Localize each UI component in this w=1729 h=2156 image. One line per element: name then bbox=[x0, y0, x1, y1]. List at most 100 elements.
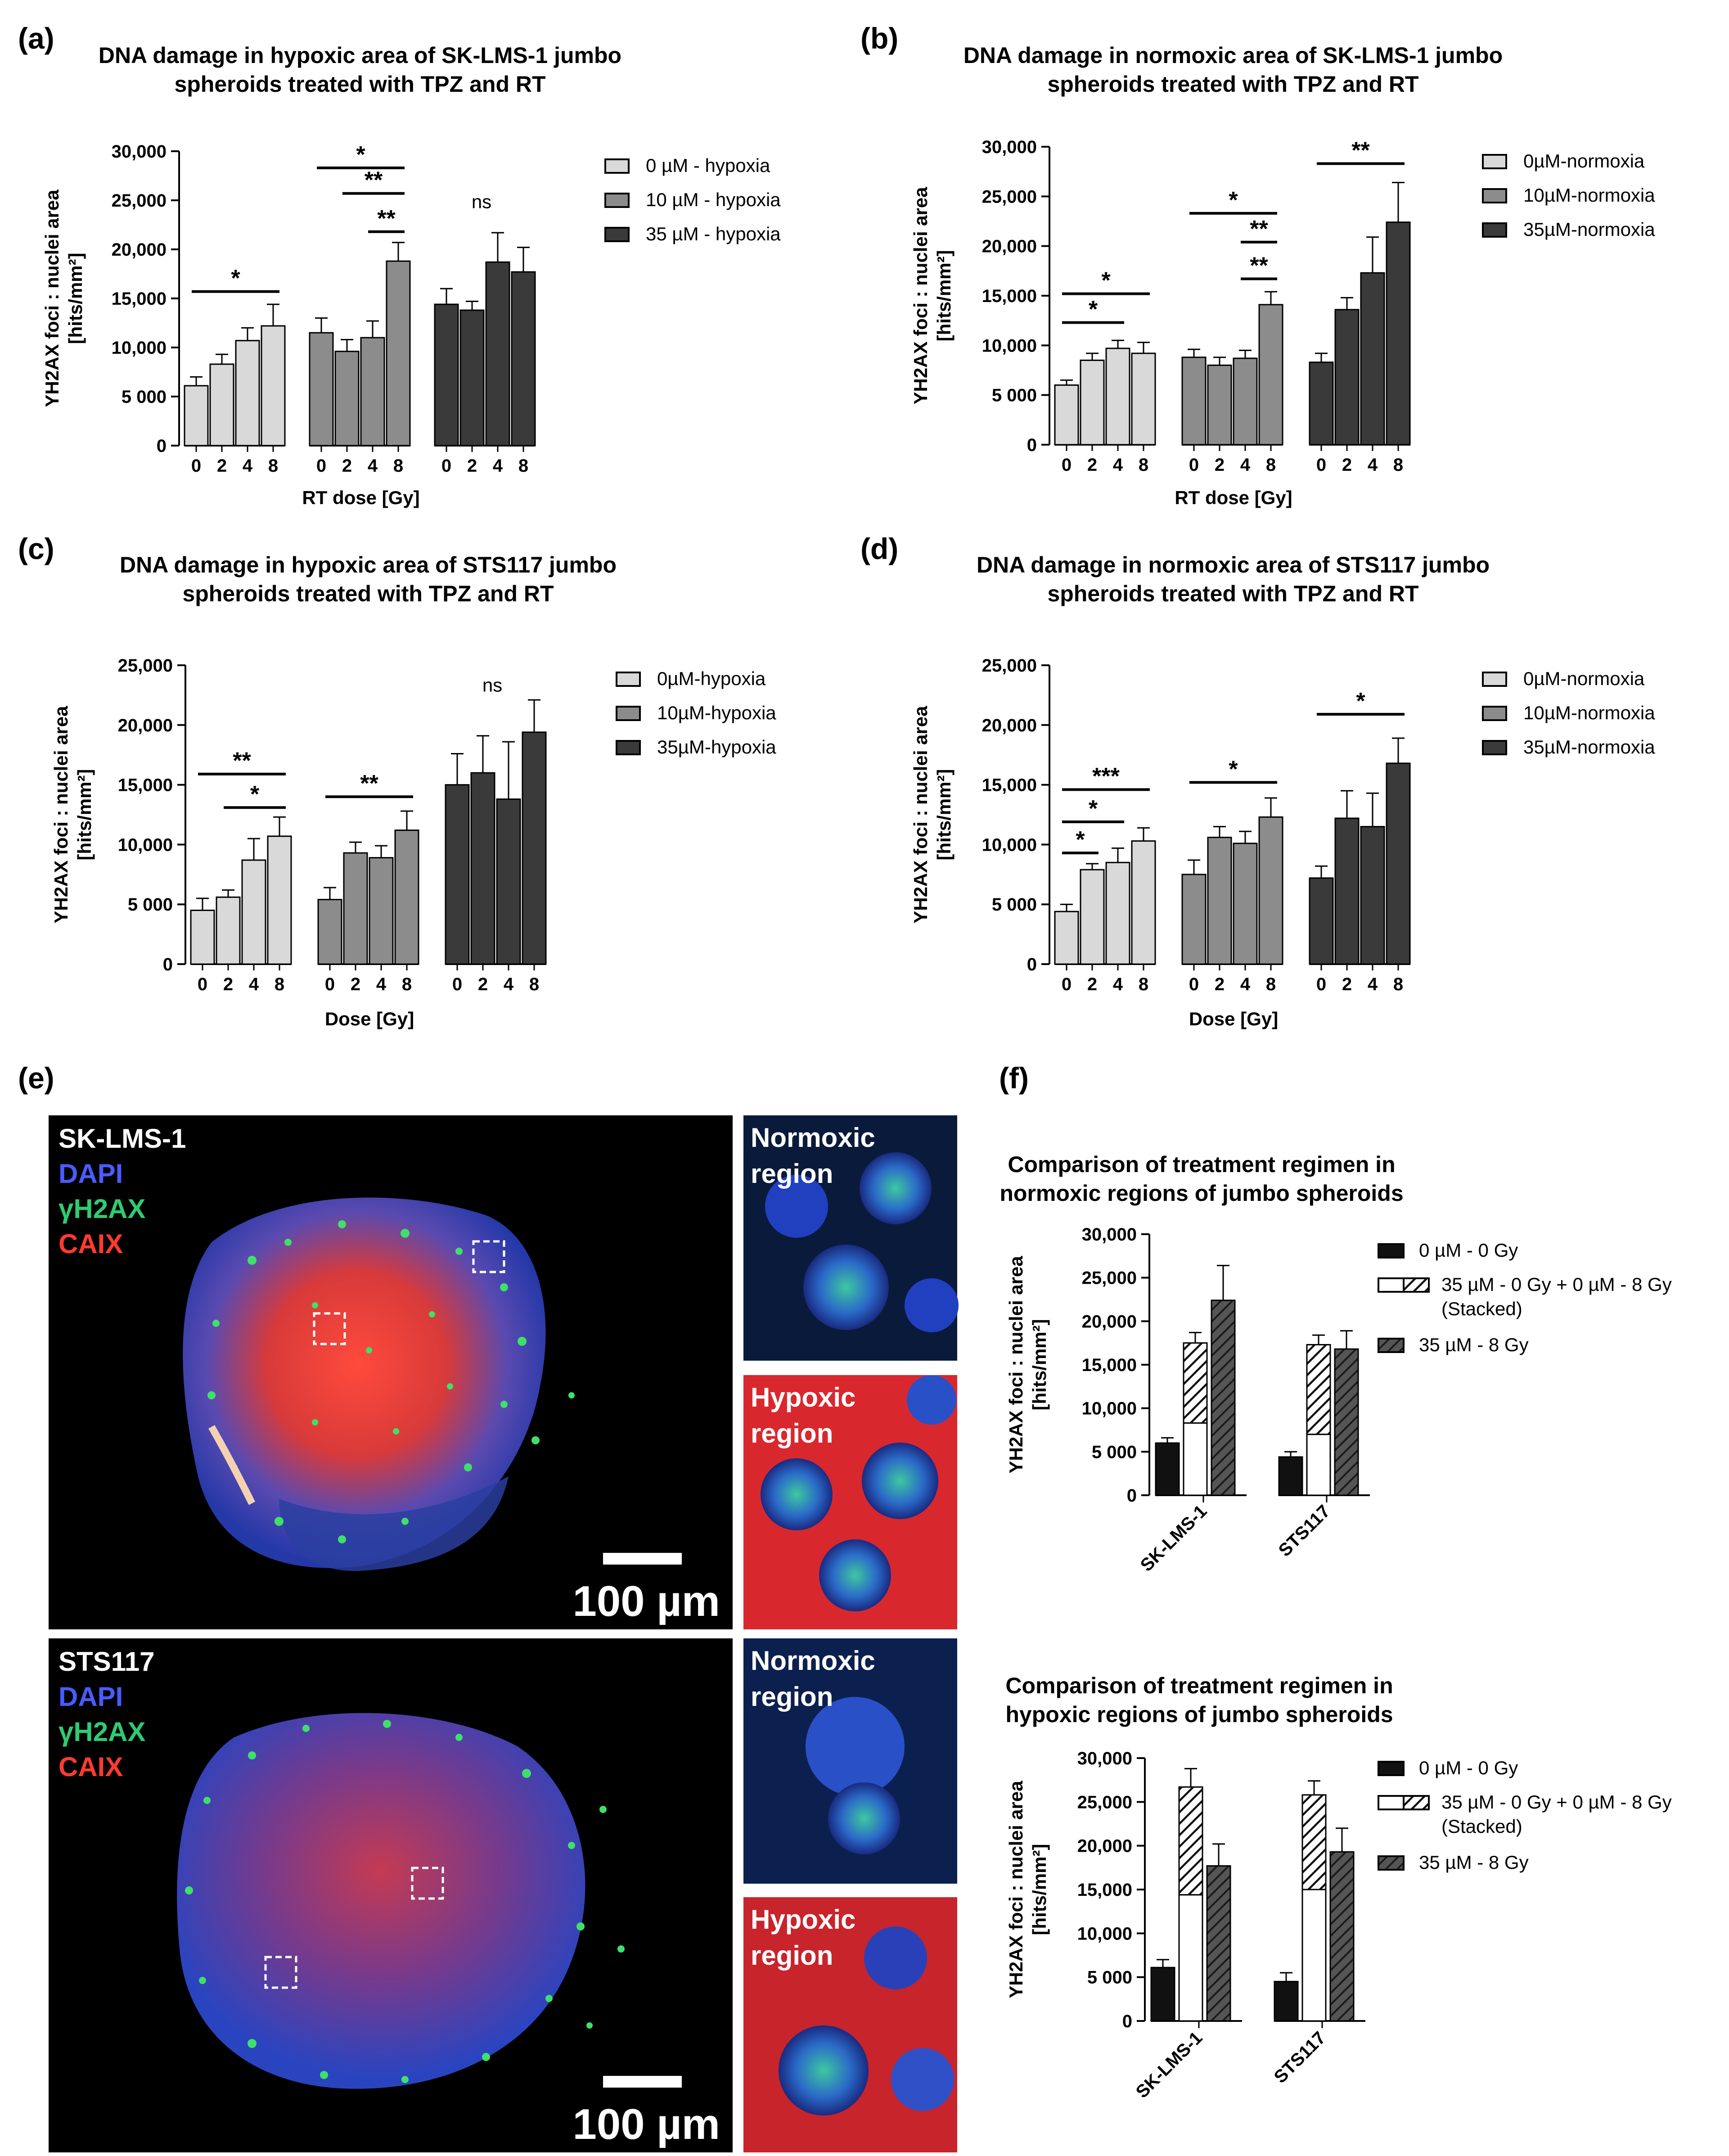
bar bbox=[1105, 347, 1130, 446]
y-axis-label-line: YH2AX foci : nuclei area bbox=[41, 189, 63, 407]
panel-label-e: (e) bbox=[18, 1061, 54, 1095]
x-tick-label: 0 bbox=[1062, 455, 1072, 475]
chart-title: DNA damage in normoxic area of STS117 ju… bbox=[977, 552, 1490, 577]
legend-swatch bbox=[1482, 188, 1507, 203]
y-axis-label-line: [hits/mm²] bbox=[933, 250, 955, 342]
nucleus bbox=[828, 1782, 900, 1854]
legend-swatch bbox=[616, 740, 641, 755]
y-tick-label: 15,000 bbox=[118, 776, 173, 795]
bar bbox=[190, 909, 215, 965]
bar bbox=[470, 772, 495, 965]
significance-label: ** bbox=[360, 771, 378, 797]
legend-label: 0µM-hypoxia bbox=[657, 668, 766, 689]
legend-label: (Stacked) bbox=[1441, 1816, 1522, 1837]
bar-stack-upper bbox=[1183, 1342, 1208, 1424]
x-tick-label: 2 bbox=[1087, 974, 1097, 994]
bar bbox=[1080, 359, 1105, 446]
y-axis-label-line: YH2AX foci : nuclei area bbox=[1005, 1256, 1027, 1474]
x-tick-label: 4 bbox=[1113, 455, 1123, 475]
y-tick-label: 20,000 bbox=[982, 716, 1037, 735]
x-tick-label: 8 bbox=[1139, 974, 1148, 994]
inset-label-line1: Normoxic bbox=[751, 1646, 875, 1676]
stain-dapi-label: DAPI bbox=[59, 1159, 123, 1189]
legend-swatch bbox=[1378, 1761, 1405, 1776]
nucleus bbox=[907, 1375, 956, 1425]
legend-label: 10µM-hypoxia bbox=[657, 702, 776, 723]
panel-label-f: (f) bbox=[999, 1061, 1029, 1095]
y-tick-label: 20,000 bbox=[112, 240, 167, 260]
y-tick-label: 20,000 bbox=[982, 237, 1037, 257]
x-tick-label: 2 bbox=[478, 974, 488, 994]
legend-swatch bbox=[1482, 222, 1507, 238]
y-axis-label: YH2AX foci : nuclei area [hits/mm²] bbox=[1005, 1256, 1050, 1474]
scale-bar bbox=[603, 2076, 682, 2088]
bar bbox=[1181, 874, 1207, 965]
legend-swatch bbox=[604, 158, 630, 174]
spheroid-rim bbox=[279, 1476, 509, 1571]
legend-label: 35 µM - 0 Gy + 0 µM - 8 Gy bbox=[1441, 1791, 1672, 1813]
x-axis-label: RT dose [Gy] bbox=[302, 487, 419, 508]
significance-label: * bbox=[250, 781, 260, 807]
normoxic-region-label-2: region bbox=[751, 1682, 833, 1712]
panel-label-a: (a) bbox=[18, 22, 54, 55]
significance-label: ** bbox=[1250, 216, 1268, 242]
x-tick-label: 2 bbox=[1342, 974, 1352, 994]
legend-label: 35 µM - 8 Gy bbox=[1419, 1852, 1529, 1873]
y-tick-label: 30,000 bbox=[112, 142, 167, 162]
x-tick-label: 0 bbox=[1189, 455, 1199, 475]
bar bbox=[1274, 1980, 1299, 2022]
x-axis-label: Dose [Gy] bbox=[325, 1008, 414, 1029]
x-tick-label: 8 bbox=[518, 456, 528, 476]
y-tick-label: 5 000 bbox=[1092, 1442, 1137, 1462]
scale-bar-label: 100 µm bbox=[572, 1577, 720, 1625]
y-tick-label: 25,000 bbox=[118, 656, 173, 676]
legend-swatch bbox=[1482, 706, 1507, 721]
hypoxic-region-label-2: region bbox=[751, 1418, 833, 1448]
bar bbox=[309, 332, 334, 447]
chart-title: Comparison of treatment regimen in bbox=[1005, 1673, 1393, 1698]
nucleus bbox=[761, 1458, 833, 1530]
bar bbox=[1386, 221, 1411, 446]
chart-title: spheroids treated with TPZ and RT bbox=[182, 581, 554, 606]
x-tick-label: 0 bbox=[1316, 974, 1326, 994]
nucleus bbox=[860, 1152, 932, 1224]
y-tick-label: 25,000 bbox=[982, 187, 1037, 207]
cell-line-label: SK-LMS-1 bbox=[59, 1123, 186, 1154]
y-tick-label: 15,000 bbox=[982, 286, 1037, 306]
bar-stack-lower bbox=[1301, 1889, 1327, 2022]
legend-label: 35µM-normoxia bbox=[1523, 736, 1655, 758]
bar bbox=[1105, 861, 1130, 965]
bar bbox=[184, 385, 209, 447]
chart-title: hypoxic regions of jumbo spheroids bbox=[1005, 1702, 1393, 1727]
bar-stack-lower bbox=[1183, 1422, 1208, 1496]
x-tick-label: 4 bbox=[376, 974, 387, 994]
x-tick-label: 4 bbox=[243, 456, 253, 476]
x-tick-label: 0 bbox=[1062, 974, 1072, 994]
cell-line-label: STS117 bbox=[59, 1646, 155, 1677]
x-tick-label: 2 bbox=[1215, 455, 1225, 475]
x-tick-label: 2 bbox=[1342, 455, 1352, 475]
y-tick-label: 5 000 bbox=[992, 895, 1037, 915]
inset-label-line2: region bbox=[751, 1159, 833, 1189]
x-tick-label: SK-LMS-1 bbox=[1132, 2028, 1207, 2102]
x-tick-label: 0 bbox=[452, 974, 462, 994]
stain-caix-label: CAIX bbox=[59, 1752, 123, 1782]
y-axis-label-line: YH2AX foci : nuclei area bbox=[50, 706, 72, 924]
y-tick-label: 10,000 bbox=[118, 835, 173, 855]
spheroid-image bbox=[183, 1197, 546, 1568]
legend-label: 35 µM - 8 Gy bbox=[1419, 1334, 1529, 1355]
x-tick-label: 4 bbox=[493, 456, 503, 476]
chart-title: spheroids treated with TPZ and RT bbox=[1047, 72, 1418, 97]
y-axis-label-line: [hits/mm²] bbox=[1029, 1844, 1050, 1935]
significance-label: * bbox=[1356, 688, 1365, 714]
bar bbox=[1207, 836, 1232, 965]
y-tick-label: 25,000 bbox=[1082, 1268, 1137, 1288]
bar bbox=[369, 857, 394, 965]
x-axis-label: RT dose [Gy] bbox=[1175, 487, 1292, 508]
bar-stack-upper bbox=[1301, 1794, 1327, 1890]
nucleus bbox=[803, 1245, 889, 1330]
legend-label: 35µM-hypoxia bbox=[657, 736, 776, 758]
legend-label: 0µM-normoxia bbox=[1523, 150, 1645, 171]
legend-swatch bbox=[1482, 672, 1507, 687]
y-tick-label: 10,000 bbox=[1082, 1399, 1137, 1419]
